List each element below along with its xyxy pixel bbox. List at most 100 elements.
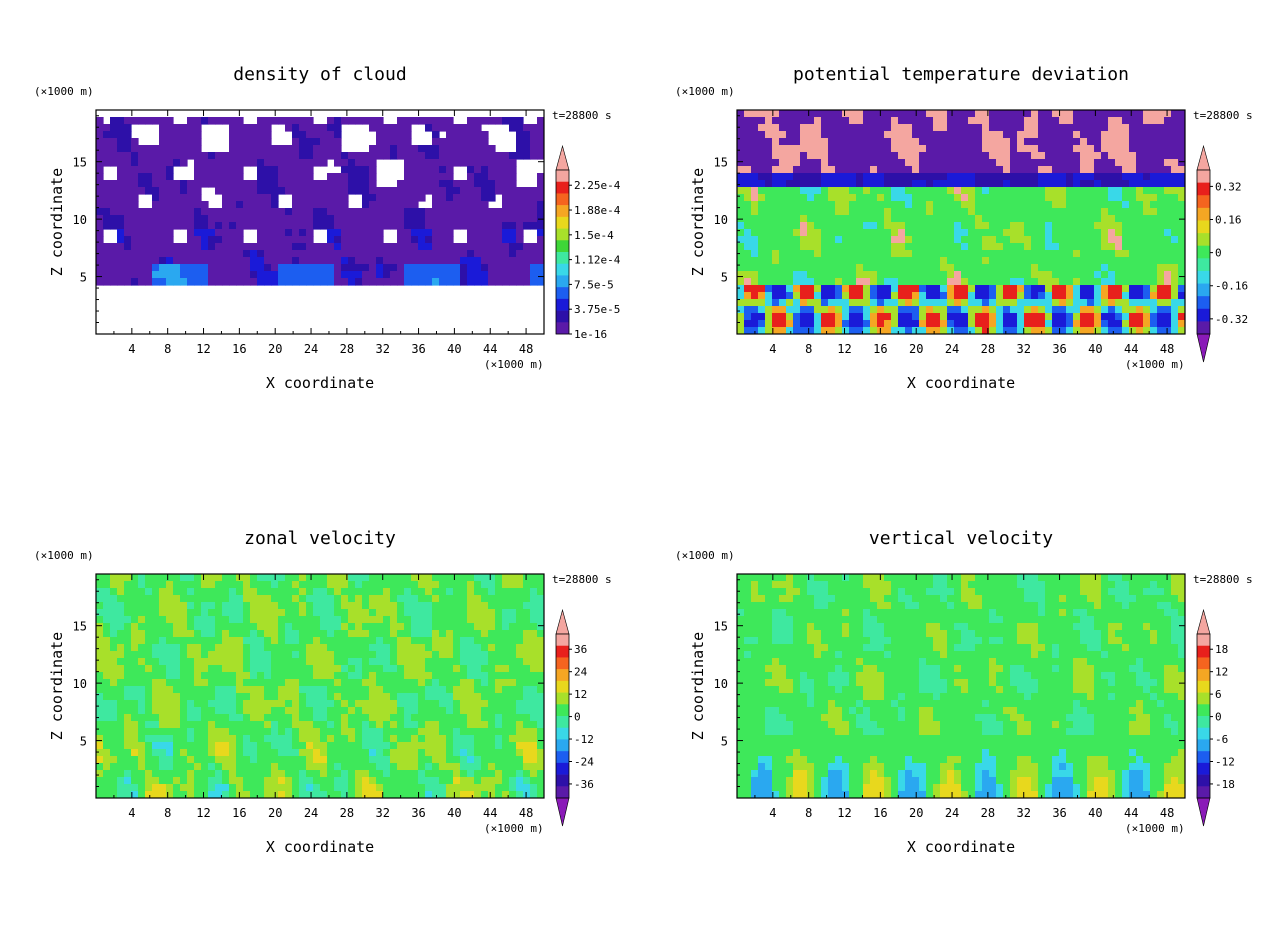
field-cell <box>306 145 314 153</box>
field-cell <box>961 327 969 334</box>
field-cell <box>271 707 279 715</box>
field-cell <box>411 152 419 160</box>
field-cell <box>376 602 384 610</box>
field-cell <box>341 609 349 617</box>
field-cell <box>835 173 843 181</box>
field-cell <box>828 187 836 195</box>
field-cell <box>362 173 370 181</box>
field-cell <box>110 250 118 258</box>
field-cell <box>404 630 412 638</box>
field-cell <box>765 124 773 132</box>
field-cell <box>940 117 948 125</box>
x-tick-label: 24 <box>304 342 318 356</box>
field-cell <box>215 686 223 694</box>
field-cell <box>807 187 815 195</box>
field-cell <box>229 665 237 673</box>
field-cell <box>439 588 447 596</box>
field-cell <box>201 602 209 610</box>
field-cell <box>1122 222 1130 230</box>
field-cell <box>390 609 398 617</box>
field-cell <box>1010 117 1018 125</box>
field-cell <box>264 651 272 659</box>
field-cell <box>390 201 398 209</box>
field-cell <box>271 243 279 251</box>
field-cell <box>940 131 948 139</box>
field-cell <box>110 595 118 603</box>
field-cell <box>264 700 272 708</box>
field-cell <box>117 264 125 272</box>
field-cell <box>821 159 829 167</box>
field-cell <box>124 138 132 146</box>
field-cell <box>1157 159 1165 167</box>
field-cell <box>828 292 836 300</box>
field-cell <box>152 644 160 652</box>
field-cell <box>891 152 899 160</box>
field-cell <box>856 250 864 258</box>
field-cell <box>173 665 181 673</box>
field-cell <box>236 173 244 181</box>
field-cell <box>299 721 307 729</box>
field-cell <box>1164 278 1172 286</box>
field-cell <box>523 595 531 603</box>
field-cell <box>208 222 216 230</box>
field-cell <box>1157 278 1165 286</box>
field-cell <box>320 180 328 188</box>
field-cell <box>474 588 482 596</box>
field-cell <box>1143 173 1151 181</box>
field-cell <box>404 222 412 230</box>
field-cell <box>124 243 132 251</box>
field-cell <box>1115 264 1123 272</box>
field-cell <box>348 602 356 610</box>
field-cell <box>926 236 934 244</box>
field-cell <box>828 250 836 258</box>
field-cell <box>800 222 808 230</box>
field-cell <box>1108 306 1116 314</box>
field-cell <box>397 152 405 160</box>
field-cell <box>376 201 384 209</box>
field-cell <box>453 222 461 230</box>
x-tick-label: 20 <box>268 342 282 356</box>
field-cell <box>502 187 510 195</box>
field-cell <box>488 679 496 687</box>
field-cell <box>1150 285 1158 293</box>
field-cell <box>173 637 181 645</box>
field-cell <box>1094 187 1102 195</box>
field-cell <box>933 299 941 307</box>
field-cell <box>117 124 125 132</box>
field-cell <box>982 292 990 300</box>
field-cell <box>397 215 405 223</box>
field-cell <box>1031 166 1039 174</box>
field-cell <box>989 327 997 334</box>
field-cell <box>1157 222 1165 230</box>
field-cell <box>299 257 307 265</box>
field-cell <box>320 250 328 258</box>
field-cell <box>299 609 307 617</box>
field-cell <box>1101 187 1109 195</box>
field-cell <box>369 229 377 237</box>
field-cell <box>404 187 412 195</box>
field-cell <box>264 609 272 617</box>
field-cell <box>145 208 153 216</box>
field-cell <box>278 616 286 624</box>
field-cell <box>737 243 745 251</box>
field-cell <box>1024 152 1032 160</box>
field-cell <box>1178 285 1185 293</box>
field-cell <box>467 665 475 673</box>
field-cell <box>355 588 363 596</box>
field-cell <box>1010 264 1018 272</box>
field-cell <box>376 264 384 272</box>
field-cell <box>940 215 948 223</box>
field-cell <box>439 637 447 645</box>
field-cell <box>800 124 808 132</box>
field-cell <box>313 595 321 603</box>
field-cell <box>912 187 920 195</box>
field-cell <box>835 271 843 279</box>
field-cell <box>961 313 969 321</box>
x-tick-label: 28 <box>981 342 995 356</box>
field-cell <box>320 581 328 589</box>
field-cell <box>968 243 976 251</box>
field-cell <box>313 623 321 631</box>
field-cell <box>912 236 920 244</box>
field-cell <box>131 117 139 125</box>
field-cell <box>1094 285 1102 293</box>
